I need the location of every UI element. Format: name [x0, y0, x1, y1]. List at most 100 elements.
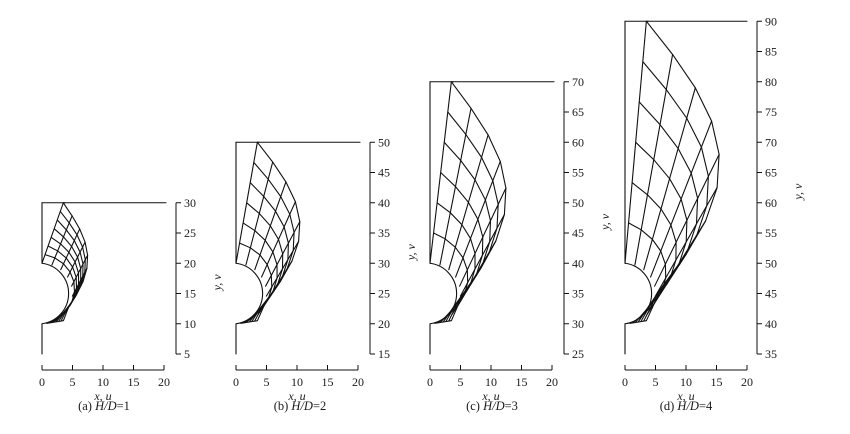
y-tick-label: 35	[378, 226, 390, 240]
y-tick-label: 60	[765, 196, 777, 210]
x-tick-label: 0	[622, 375, 628, 389]
y-tick-label: 25	[572, 347, 584, 361]
caption-value: =3	[505, 399, 518, 413]
slip-line-mesh	[235, 141, 301, 324]
caption-value: =2	[313, 399, 326, 413]
caption-prefix: (c)	[466, 399, 483, 413]
y-tick-label: 60	[572, 135, 584, 149]
slip-line-mesh	[624, 20, 720, 324]
x-tick-label: 15	[322, 375, 334, 389]
mesh-ray	[429, 81, 452, 264]
x-tick-label: 0	[427, 375, 433, 389]
x-tick-label: 10	[485, 375, 497, 389]
x-axis: 0 5 10 15 20 x, u	[233, 365, 364, 403]
y-axis: 35 40 45 50 55 60 65 70 75 80 85 90 y, v	[756, 14, 805, 361]
panel-caption: (b) H/D=2	[274, 399, 327, 413]
y-tick-label: 50	[765, 256, 777, 270]
mesh-ray	[41, 202, 64, 264]
mesh-ring	[62, 202, 89, 321]
x-axis-label: x, u	[93, 389, 111, 403]
slip-line-mesh	[41, 202, 89, 324]
mesh-ray	[60, 228, 81, 271]
y-axis-label: y, v	[210, 274, 224, 292]
caption-prefix: (a)	[78, 399, 95, 413]
y-tick-label: 15	[378, 347, 390, 361]
tunnel-boundary	[429, 262, 458, 325]
x-axis: 0 5 10 15 20 x, u	[427, 365, 558, 403]
y-tick-label: 50	[572, 196, 584, 210]
x-tick-label: 20	[741, 375, 753, 389]
caption-value: =1	[117, 399, 130, 413]
mesh-ray	[67, 241, 86, 278]
caption-variable: H/D	[676, 399, 699, 413]
y-tick-label: 40	[378, 196, 390, 210]
caption-variable: H/D	[290, 399, 313, 413]
x-tick-label: 10	[680, 375, 692, 389]
y-tick-label: 45	[378, 166, 390, 180]
y-tick-label: 90	[765, 14, 777, 28]
y-tick-label: 75	[765, 105, 777, 119]
x-axis-label: x, u	[676, 389, 694, 403]
y-tick-label: 10	[184, 317, 196, 331]
y-tick-label: 35	[765, 347, 777, 361]
x-tick-label: 5	[70, 375, 76, 389]
panel-c: 0 5 10 15 20 x, u 25 30 35 40 45 50 55 60 65 70 y, v (c) …	[427, 75, 612, 413]
y-tick-label: 70	[572, 75, 584, 89]
x-tick-label: 15	[516, 375, 528, 389]
y-axis-label: y, v	[791, 183, 805, 201]
mesh-ring	[645, 20, 720, 321]
panel-caption: (d) H/D=4	[660, 399, 713, 413]
y-tick-label: 45	[572, 226, 584, 240]
y-axis-label: y, v	[404, 243, 418, 261]
y-tick-label: 50	[378, 135, 390, 149]
x-tick-label: 0	[233, 375, 239, 389]
y-tick-label: 40	[572, 256, 584, 270]
mesh-ring	[642, 61, 709, 322]
y-tick-label: 55	[572, 166, 584, 180]
y-tick-label: 30	[572, 317, 584, 331]
y-tick-label: 30	[378, 256, 390, 270]
panel-caption: (a) H/D=1	[78, 399, 130, 413]
x-tick-label: 5	[264, 375, 270, 389]
tunnel-geometry	[235, 141, 361, 355]
panel-a: 0 5 10 15 20 x, u 5 10 15 20 25 30 y, v (a) H/D=1	[39, 196, 224, 413]
x-axis-label: x, u	[287, 389, 305, 403]
x-tick-label: 10	[291, 375, 303, 389]
mesh-ring	[433, 232, 469, 324]
y-tick-label: 55	[765, 226, 777, 240]
x-tick-label: 15	[128, 375, 140, 389]
tunnel-boundary	[41, 262, 70, 325]
y-tick-label: 40	[765, 317, 777, 331]
mesh-ring	[443, 141, 492, 322]
x-tick-label: 20	[546, 375, 558, 389]
caption-variable: H/D	[482, 399, 505, 413]
y-axis: 25 30 35 40 45 50 55 60 65 70 y, v	[563, 75, 612, 361]
y-tick-label: 80	[765, 75, 777, 89]
panel-caption: (c) H/D=3	[466, 399, 518, 413]
panel-d: 0 5 10 15 20 x, u 35 40 45 50 55 60 65 70 75 80 85 90 y, v…	[622, 14, 805, 413]
mesh-ray	[51, 215, 73, 266]
caption-value: =4	[699, 399, 713, 413]
tunnel-boundary	[235, 262, 264, 325]
x-tick-label: 10	[97, 375, 109, 389]
y-axis-label: y, v	[598, 213, 612, 231]
caption-prefix: (b)	[274, 399, 292, 413]
mesh-ring	[450, 81, 507, 321]
y-tick-label: 15	[184, 287, 196, 301]
y-tick-label: 30	[184, 196, 196, 210]
x-axis: 0 5 10 15 20 x, u	[39, 365, 170, 403]
x-tick-label: 20	[158, 375, 170, 389]
mesh-ray	[235, 141, 258, 264]
y-tick-label: 5	[184, 347, 190, 361]
mesh-ray	[624, 20, 647, 264]
mesh-ring	[447, 111, 499, 322]
x-tick-label: 5	[458, 375, 464, 389]
x-tick-label: 5	[653, 375, 659, 389]
y-axis: 15 20 25 30 35 40 45 50 y, v	[369, 135, 418, 361]
tunnel-geometry	[41, 202, 167, 355]
y-tick-label: 35	[572, 287, 584, 301]
y-tick-label: 85	[765, 45, 777, 59]
y-tick-label: 25	[184, 226, 196, 240]
mesh-ring	[256, 141, 301, 321]
